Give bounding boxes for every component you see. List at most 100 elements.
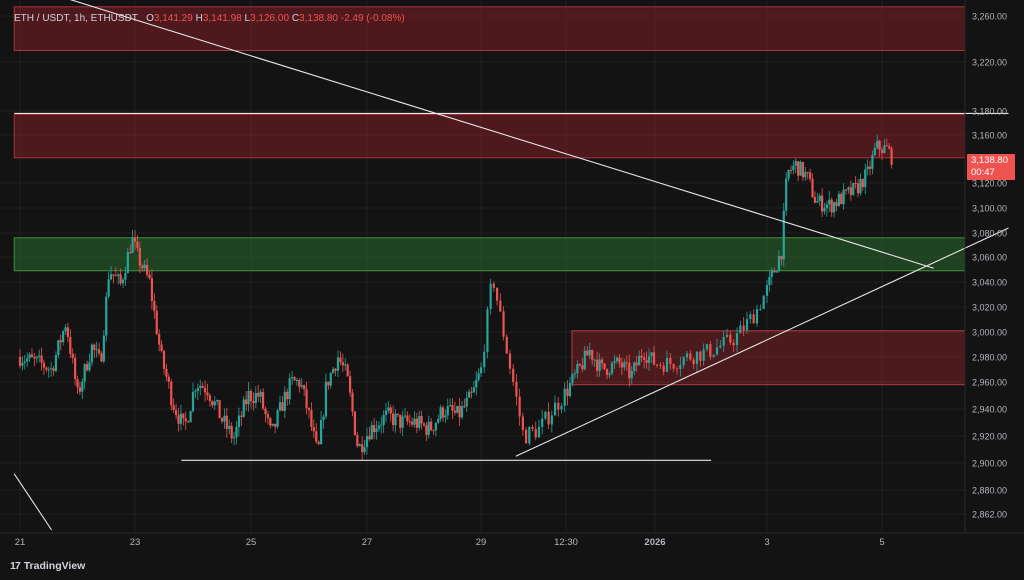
candle-down <box>18 357 22 366</box>
candle-down <box>512 368 515 382</box>
candle-up <box>387 407 390 411</box>
candle-down <box>389 407 392 414</box>
y-tick-label: 2,862.00 <box>972 510 1007 520</box>
candle-up <box>630 370 633 379</box>
candle-up <box>64 327 67 332</box>
candle-down <box>801 161 805 178</box>
candle-down <box>187 421 190 423</box>
candle-up <box>588 350 591 356</box>
candle-down <box>518 396 521 417</box>
y-tick-label: 3,000.00 <box>972 328 1007 338</box>
candle-up <box>486 309 489 352</box>
candle-up <box>394 413 397 426</box>
candle-down <box>167 376 170 382</box>
candle-up <box>873 147 876 155</box>
candle-down <box>33 357 36 359</box>
candle-up <box>563 388 566 406</box>
y-tick-label: 3,260.00 <box>972 12 1007 22</box>
candle-up <box>765 285 769 296</box>
candle-up <box>235 426 238 438</box>
candle-up <box>199 385 202 388</box>
candle-up <box>50 368 53 370</box>
candle-down <box>40 355 43 363</box>
candle-down <box>368 436 371 440</box>
candle-up <box>283 391 286 411</box>
candle-down <box>425 425 428 435</box>
candle-down <box>773 270 776 273</box>
candle-down <box>245 399 248 405</box>
candle-up <box>613 361 616 364</box>
candle-up <box>102 335 105 362</box>
tradingview-brand[interactable]: 17 TradingView <box>10 560 85 572</box>
candle-up <box>682 357 685 366</box>
candle-up <box>88 362 91 371</box>
candle-up <box>859 179 862 194</box>
candle-down <box>334 368 337 371</box>
low-value: 3,126.00 <box>250 13 290 24</box>
candle-up <box>799 161 802 176</box>
candle-down <box>811 178 814 198</box>
candle-up <box>679 365 682 369</box>
candle-down <box>112 274 115 276</box>
candle-up <box>876 140 879 148</box>
x-tick-label: 27 <box>362 537 373 548</box>
candle-up <box>785 178 788 211</box>
candle-up <box>544 411 547 419</box>
candle-down <box>689 353 692 360</box>
candle-up <box>437 418 440 423</box>
candle-down <box>652 352 656 365</box>
candle-up <box>247 391 250 405</box>
candle-up <box>384 410 388 416</box>
candle-up <box>21 362 24 366</box>
candle-up <box>126 252 129 274</box>
candle-up <box>712 354 715 357</box>
candle-down <box>52 368 55 371</box>
trendline-up <box>515 227 1009 457</box>
candle-up <box>413 418 416 425</box>
y-tick-label: 3,080.00 <box>972 229 1007 239</box>
candle-up <box>842 189 845 205</box>
candle-down <box>148 274 151 279</box>
grid <box>0 0 965 533</box>
candle-up <box>823 208 826 212</box>
candle-up <box>358 444 361 447</box>
candle-down <box>618 357 621 363</box>
last-price-tag: 3,138.80 00:47 <box>967 154 1015 180</box>
candle-up <box>38 355 41 357</box>
candle-down <box>129 252 132 254</box>
candle-up <box>57 340 60 356</box>
candle-down <box>463 406 466 408</box>
candle-down <box>600 359 604 364</box>
candle-down <box>813 197 817 203</box>
candle-up <box>401 416 404 428</box>
y-tick-label: 3,160.00 <box>972 131 1007 141</box>
candle-down <box>85 364 89 371</box>
candle-down <box>145 264 149 275</box>
candle-up <box>290 377 294 379</box>
y-tick-label: 3,020.00 <box>972 303 1007 313</box>
candle-down <box>868 166 872 169</box>
candle-down <box>742 325 745 331</box>
candle-up <box>837 193 840 206</box>
candle-down <box>430 421 433 431</box>
candle-down <box>885 145 888 147</box>
candle-down <box>408 421 411 423</box>
candle-down <box>856 183 860 194</box>
candle-up <box>847 187 850 190</box>
candle-down <box>208 395 212 402</box>
candle-up <box>685 353 689 358</box>
y-tick-label: 3,180.00 <box>972 107 1007 117</box>
candle-down <box>252 401 255 403</box>
candle-down <box>305 389 308 409</box>
candle-up <box>615 357 619 362</box>
high-label: H <box>195 13 203 24</box>
candle-up <box>568 383 572 397</box>
candle-up <box>319 419 323 445</box>
candle-up <box>449 404 452 407</box>
candle-up <box>647 356 651 363</box>
candle-up <box>576 363 579 374</box>
candle-up <box>439 407 442 419</box>
symbol-label[interactable]: ETH / USDT, 1h, ETHUSDT <box>14 13 138 24</box>
candle-up <box>434 422 437 431</box>
